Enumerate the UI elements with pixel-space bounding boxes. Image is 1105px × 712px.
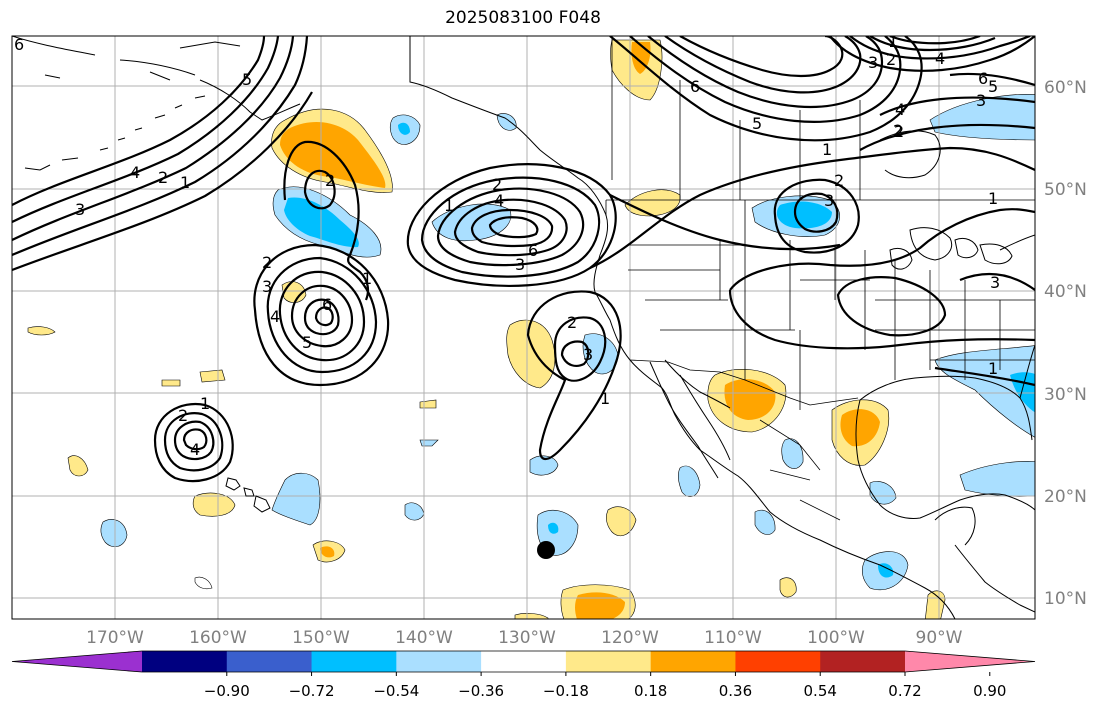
colorbar-tick-label: 0.18 — [634, 682, 667, 700]
contour-label: 4 — [130, 163, 140, 182]
baja-peninsula — [649, 361, 719, 479]
contour-label: 1 — [822, 140, 832, 159]
contour-label: 2 — [492, 175, 502, 194]
longitude-labels: 170°W 160°W 150°W 140°W 130°W 120°W 110°… — [86, 628, 963, 648]
contour-label: 2 — [886, 50, 896, 69]
shaded-anomaly-fields — [27, 39, 1035, 619]
contour-label: 1 — [444, 196, 454, 215]
contour-label: 1 — [988, 359, 998, 378]
contour-label: 1 — [600, 389, 610, 408]
colorbar-extend-low — [12, 651, 142, 672]
contour-label: 5 — [302, 333, 312, 352]
contour-label: 3 — [976, 91, 986, 110]
contour-label: 6 — [14, 35, 24, 54]
contour-label: 1 — [362, 269, 372, 288]
contour-label: 4 — [895, 100, 905, 119]
contour-label: 4 — [935, 49, 945, 68]
contour-label: 1 — [180, 173, 190, 192]
contour-label: 5 — [752, 114, 762, 133]
contour-label: 4 — [190, 440, 200, 459]
contour-label: 5 — [242, 70, 252, 89]
map-frame — [11, 35, 1036, 620]
colorbar-tick-label: −0.36 — [458, 682, 504, 700]
contour-label: 2 — [894, 122, 904, 141]
lon-label-130w: 130°W — [498, 628, 556, 648]
colorbar-tick-label: 0.90 — [973, 682, 1006, 700]
lon-label-120w: 120°W — [601, 628, 659, 648]
lat-label-60n: 60°N — [1044, 78, 1087, 98]
colorbar-outline — [11, 650, 1036, 673]
colorbar-segment — [650, 651, 736, 672]
colorbar-segment — [481, 651, 567, 672]
colorbar-tick-label: 0.72 — [888, 682, 921, 700]
contour-label: 3 — [824, 191, 834, 210]
lon-label-140w: 140°W — [395, 628, 453, 648]
colorbar-tick-label: −0.90 — [204, 682, 250, 700]
colorbar-tick-label: −0.54 — [373, 682, 419, 700]
lat-label-10n: 10°N — [1044, 589, 1087, 609]
colorbar-tick-label: −0.72 — [289, 682, 335, 700]
lon-label-170w: 170°W — [86, 628, 144, 648]
us-mexico-border — [629, 359, 859, 406]
contour-label: 2 — [262, 253, 272, 272]
graticule — [12, 36, 1035, 619]
colorbar-tick-label: 0.54 — [804, 682, 837, 700]
coastlines — [12, 36, 1035, 619]
colorbar-extend-high — [905, 651, 1035, 672]
colorbar: −0.90 −0.72 −0.54 −0.36 −0.18 0.18 0.36 0.54 0.7… — [11, 650, 1036, 700]
contour-label: 1 — [200, 394, 210, 413]
contour-label: 5 — [988, 77, 998, 96]
contour-label: 4 — [270, 307, 280, 326]
colorbar-tick-label: 0.36 — [719, 682, 752, 700]
contour-label: 2 — [893, 121, 903, 140]
lon-label-100w: 100°W — [807, 628, 865, 648]
contour-label: 3 — [868, 53, 878, 72]
warm-anomaly-gulf-alaska-core — [280, 121, 386, 188]
lon-label-150w: 150°W — [292, 628, 350, 648]
contour-label: 6 — [978, 69, 988, 88]
contour-label: 2 — [178, 406, 188, 425]
map-title: 2025083100 F048 — [445, 8, 601, 28]
lat-label-30n: 30°N — [1044, 385, 1087, 405]
lon-label-160w: 160°W — [189, 628, 247, 648]
colorbar-segment — [565, 651, 652, 672]
contour-label: 3 — [583, 345, 593, 364]
lon-label-110w: 110°W — [704, 628, 762, 648]
colorbar-segment — [311, 651, 397, 672]
contour-label: 3 — [990, 273, 1000, 292]
contour-label: 2 — [567, 313, 577, 332]
contour-label: 2 — [325, 171, 335, 190]
lat-label-50n: 50°N — [1044, 180, 1087, 200]
us-west-coast — [594, 291, 956, 619]
contour-label: 1 — [988, 189, 998, 208]
contour-label: 4 — [494, 191, 504, 210]
contour-lines — [12, 36, 1035, 483]
contour-label: 3 — [515, 255, 525, 274]
contour-label: 2 — [834, 171, 844, 190]
contour-label: 2 — [158, 168, 168, 187]
lat-label-20n: 20°N — [1044, 487, 1087, 507]
colorbar-segment — [142, 651, 228, 672]
contour-label: 6 — [528, 241, 538, 260]
storm-center-marker — [537, 541, 555, 559]
lat-label-40n: 40°N — [1044, 282, 1087, 302]
contour-label: 6 — [322, 295, 332, 314]
colorbar-segment — [735, 651, 821, 672]
contour-label: 3 — [75, 200, 85, 219]
alaska-coast — [409, 36, 609, 293]
contour-label: 1 — [888, 32, 898, 51]
contour-labels: 6 4 2 1 3 5 2 3 4 2 1 6 5 3 2 4 5 1 2 3 … — [14, 32, 1000, 459]
colorbar-segment — [820, 651, 906, 672]
lon-label-90w: 90°W — [916, 628, 963, 648]
political-borders — [605, 36, 1035, 521]
latitude-labels: 60°N 50°N 40°N 30°N 20°N 10°N — [1044, 78, 1087, 609]
contour-label: 6 — [690, 77, 700, 96]
contour-label: 3 — [262, 277, 272, 296]
colorbar-segment — [226, 651, 313, 672]
colorbar-tick-label: −0.18 — [543, 682, 589, 700]
gulf-coast — [859, 375, 1033, 441]
colorbar-segment — [396, 651, 482, 672]
warm-anomaly-baja-west — [506, 319, 556, 389]
